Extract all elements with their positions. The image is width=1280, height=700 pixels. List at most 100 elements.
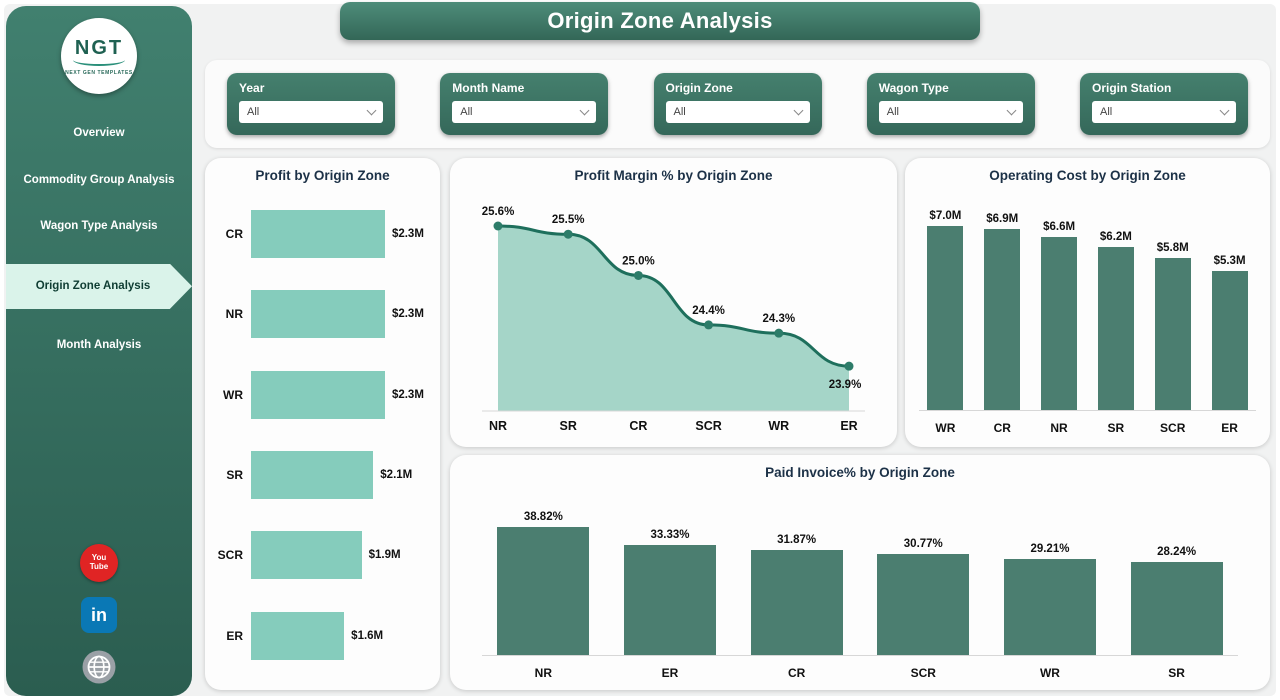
paid-invoice-by-origin-zone-card: Paid Invoice% by Origin Zone 38.82% NR 33.… — [450, 455, 1270, 690]
social-links: You Tube in — [6, 544, 192, 686]
value-label: 24.4% — [692, 305, 725, 317]
bar[interactable] — [251, 210, 385, 259]
chevron-down-icon — [579, 105, 590, 116]
logo-subtext: NEXT GEN TEMPLATES — [65, 69, 133, 76]
linkedin-icon[interactable]: in — [81, 597, 117, 633]
value-label: 29.21% — [1030, 543, 1070, 555]
data-point[interactable] — [563, 229, 573, 239]
youtube-label-top: You — [91, 553, 107, 563]
bar-column: $6.2M SR — [1097, 192, 1134, 437]
paid-invoice-by-origin-zone-chart: 38.82% NR 33.33% ER 31.87% CR 30.77% SCR 29.21% W… — [480, 493, 1240, 682]
bar[interactable] — [1097, 247, 1134, 411]
value-label: $2.3M — [391, 228, 424, 241]
value-label: 24.3% — [762, 313, 795, 325]
data-point[interactable] — [633, 270, 643, 280]
chevron-down-icon — [1219, 105, 1230, 116]
value-label: $6.6M — [1043, 221, 1076, 233]
data-point[interactable] — [844, 361, 854, 371]
operating-cost-by-origin-zone-chart: $7.0M WR $6.9M CR $6.6M NR $6.2M SR $5.8M SCR $5.3… — [917, 192, 1258, 437]
bar-row: SCR $1.9M — [217, 515, 432, 595]
category-label: NR — [225, 307, 243, 322]
category-label: WR — [935, 421, 956, 435]
year-filter-dropdown[interactable]: All — [239, 101, 383, 123]
filter-origin-station: Origin Station All — [1080, 73, 1248, 135]
bar[interactable] — [623, 545, 716, 656]
value-label: $6.2M — [1099, 231, 1132, 243]
bar-column: 28.24% SR — [1130, 493, 1223, 682]
bar-zone: $1.9M — [251, 531, 432, 580]
bar[interactable] — [1130, 562, 1223, 656]
area-chart-plot: 25.6% NR 25.5% SR 25.0% CR 24.4% SCR 24.3% WR 23.9… — [482, 206, 865, 433]
chart-title: Profit by Origin Zone — [255, 168, 390, 183]
sidebar-item-commodity-group-analysis[interactable]: Commodity Group Analysis — [23, 173, 175, 186]
bar[interactable] — [251, 290, 385, 339]
data-point[interactable] — [704, 320, 714, 330]
profit-by-origin-zone-card: Profit by Origin Zone CR $2.3M NR $2.3M WR $2… — [205, 158, 440, 690]
category-label: NR — [534, 666, 552, 680]
bar[interactable] — [251, 370, 385, 419]
category-label: SR — [560, 419, 577, 433]
year-filter-value: All — [247, 106, 260, 118]
bar[interactable] — [251, 611, 345, 660]
youtube-icon[interactable]: You Tube — [80, 544, 118, 582]
bar[interactable] — [984, 229, 1021, 411]
value-label: 28.24% — [1157, 546, 1197, 558]
bar[interactable] — [750, 550, 843, 656]
value-label: $5.3M — [1213, 255, 1246, 267]
data-point[interactable] — [493, 221, 503, 231]
bar-row: NR $2.3M — [217, 274, 432, 354]
bar[interactable] — [877, 554, 970, 656]
category-label: WR — [768, 419, 789, 433]
linkedin-label: in — [91, 605, 107, 625]
value-label: 38.82% — [523, 511, 563, 523]
bar[interactable] — [497, 527, 590, 656]
sidebar-item-month-analysis[interactable]: Month Analysis — [56, 339, 142, 352]
category-label: CR — [993, 421, 1011, 435]
data-point[interactable] — [774, 328, 784, 338]
filter-month-name: Month Name All — [440, 73, 609, 135]
value-label: $1.9M — [368, 549, 401, 562]
bar[interactable] — [251, 531, 362, 580]
month-name-filter-value: All — [460, 106, 473, 118]
bar[interactable] — [1041, 237, 1078, 411]
value-label: $7.0M — [929, 210, 962, 222]
value-label: $5.8M — [1156, 242, 1189, 254]
wagon-type-filter-dropdown[interactable]: All — [878, 101, 1023, 123]
bar[interactable] — [1211, 271, 1248, 411]
bar[interactable] — [251, 451, 374, 500]
category-label: SR — [226, 468, 243, 483]
value-label: 25.6% — [482, 206, 515, 218]
wagon-type-filter-value: All — [886, 106, 899, 118]
filter-panel: Year All Month Name All Origin Zone All … — [205, 60, 1270, 148]
month-name-filter-dropdown[interactable]: All — [452, 101, 597, 123]
filter-origin-station-label: Origin Station — [1092, 81, 1172, 95]
bar-zone: $2.3M — [251, 210, 432, 259]
bar-column: 30.77% SCR — [877, 493, 970, 682]
bar-column: $5.8M SCR — [1154, 192, 1191, 437]
origin-zone-filter-dropdown[interactable]: All — [665, 101, 810, 123]
bar-column: $6.6M NR — [1041, 192, 1078, 437]
logo-swoosh-icon — [73, 54, 125, 66]
bar[interactable] — [927, 226, 964, 411]
youtube-label-bottom: Tube — [89, 562, 109, 571]
category-label: ER — [840, 419, 857, 433]
sidebar-item-overview[interactable]: Overview — [73, 127, 125, 139]
sidebar-item-wagon-type-analysis[interactable]: Wagon Type Analysis — [40, 220, 158, 233]
origin-station-filter-dropdown[interactable]: All — [1092, 101, 1236, 123]
category-label: NR — [1050, 421, 1068, 435]
page-title: Origin Zone Analysis — [547, 8, 773, 33]
bar[interactable] — [1154, 258, 1191, 411]
website-globe-icon[interactable] — [80, 648, 118, 686]
category-label: WR — [223, 387, 243, 402]
sidebar: NGT NEXT GEN TEMPLATES Overview Commodit… — [6, 6, 192, 696]
chart-title: Paid Invoice% by Origin Zone — [765, 465, 955, 480]
sidebar-item-origin-zone-analysis[interactable]: Origin Zone Analysis — [6, 263, 192, 310]
bar-row: ER $1.6M — [217, 596, 432, 676]
bar-column: $6.9M CR — [984, 192, 1021, 437]
bar[interactable] — [1003, 559, 1096, 656]
category-label: CR — [787, 666, 806, 680]
bar-column: 29.21% WR — [1003, 493, 1096, 682]
value-label: $1.6M — [351, 629, 384, 642]
page-header: Origin Zone Analysis — [340, 2, 980, 40]
